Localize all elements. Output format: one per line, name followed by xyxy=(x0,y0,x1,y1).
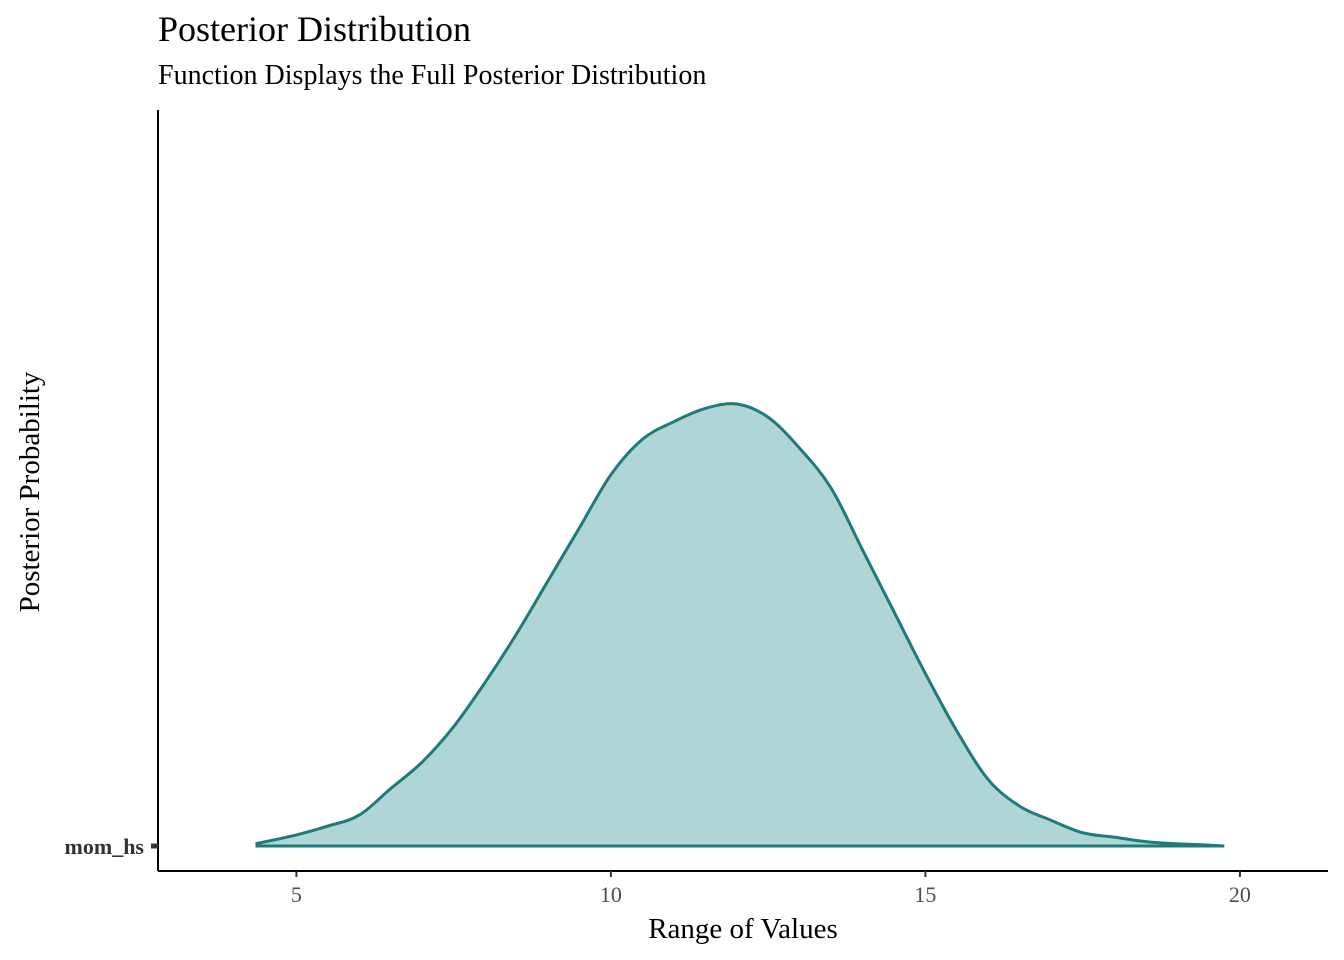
y-tick-label: mom_hs xyxy=(65,834,145,859)
chart-title: Posterior Distribution xyxy=(158,9,471,49)
x-axis-title: Range of Values xyxy=(648,913,838,945)
x-tick-label: 20 xyxy=(1229,882,1251,907)
x-tick-label: 15 xyxy=(914,882,936,907)
x-tick-label: 10 xyxy=(600,882,622,907)
density-area xyxy=(255,403,1225,846)
y-axis-title: Posterior Probability xyxy=(14,371,46,612)
density-line xyxy=(255,402,1225,848)
chart-subtitle: Function Displays the Full Posterior Dis… xyxy=(158,60,707,91)
x-tick-label: 5 xyxy=(291,882,302,907)
